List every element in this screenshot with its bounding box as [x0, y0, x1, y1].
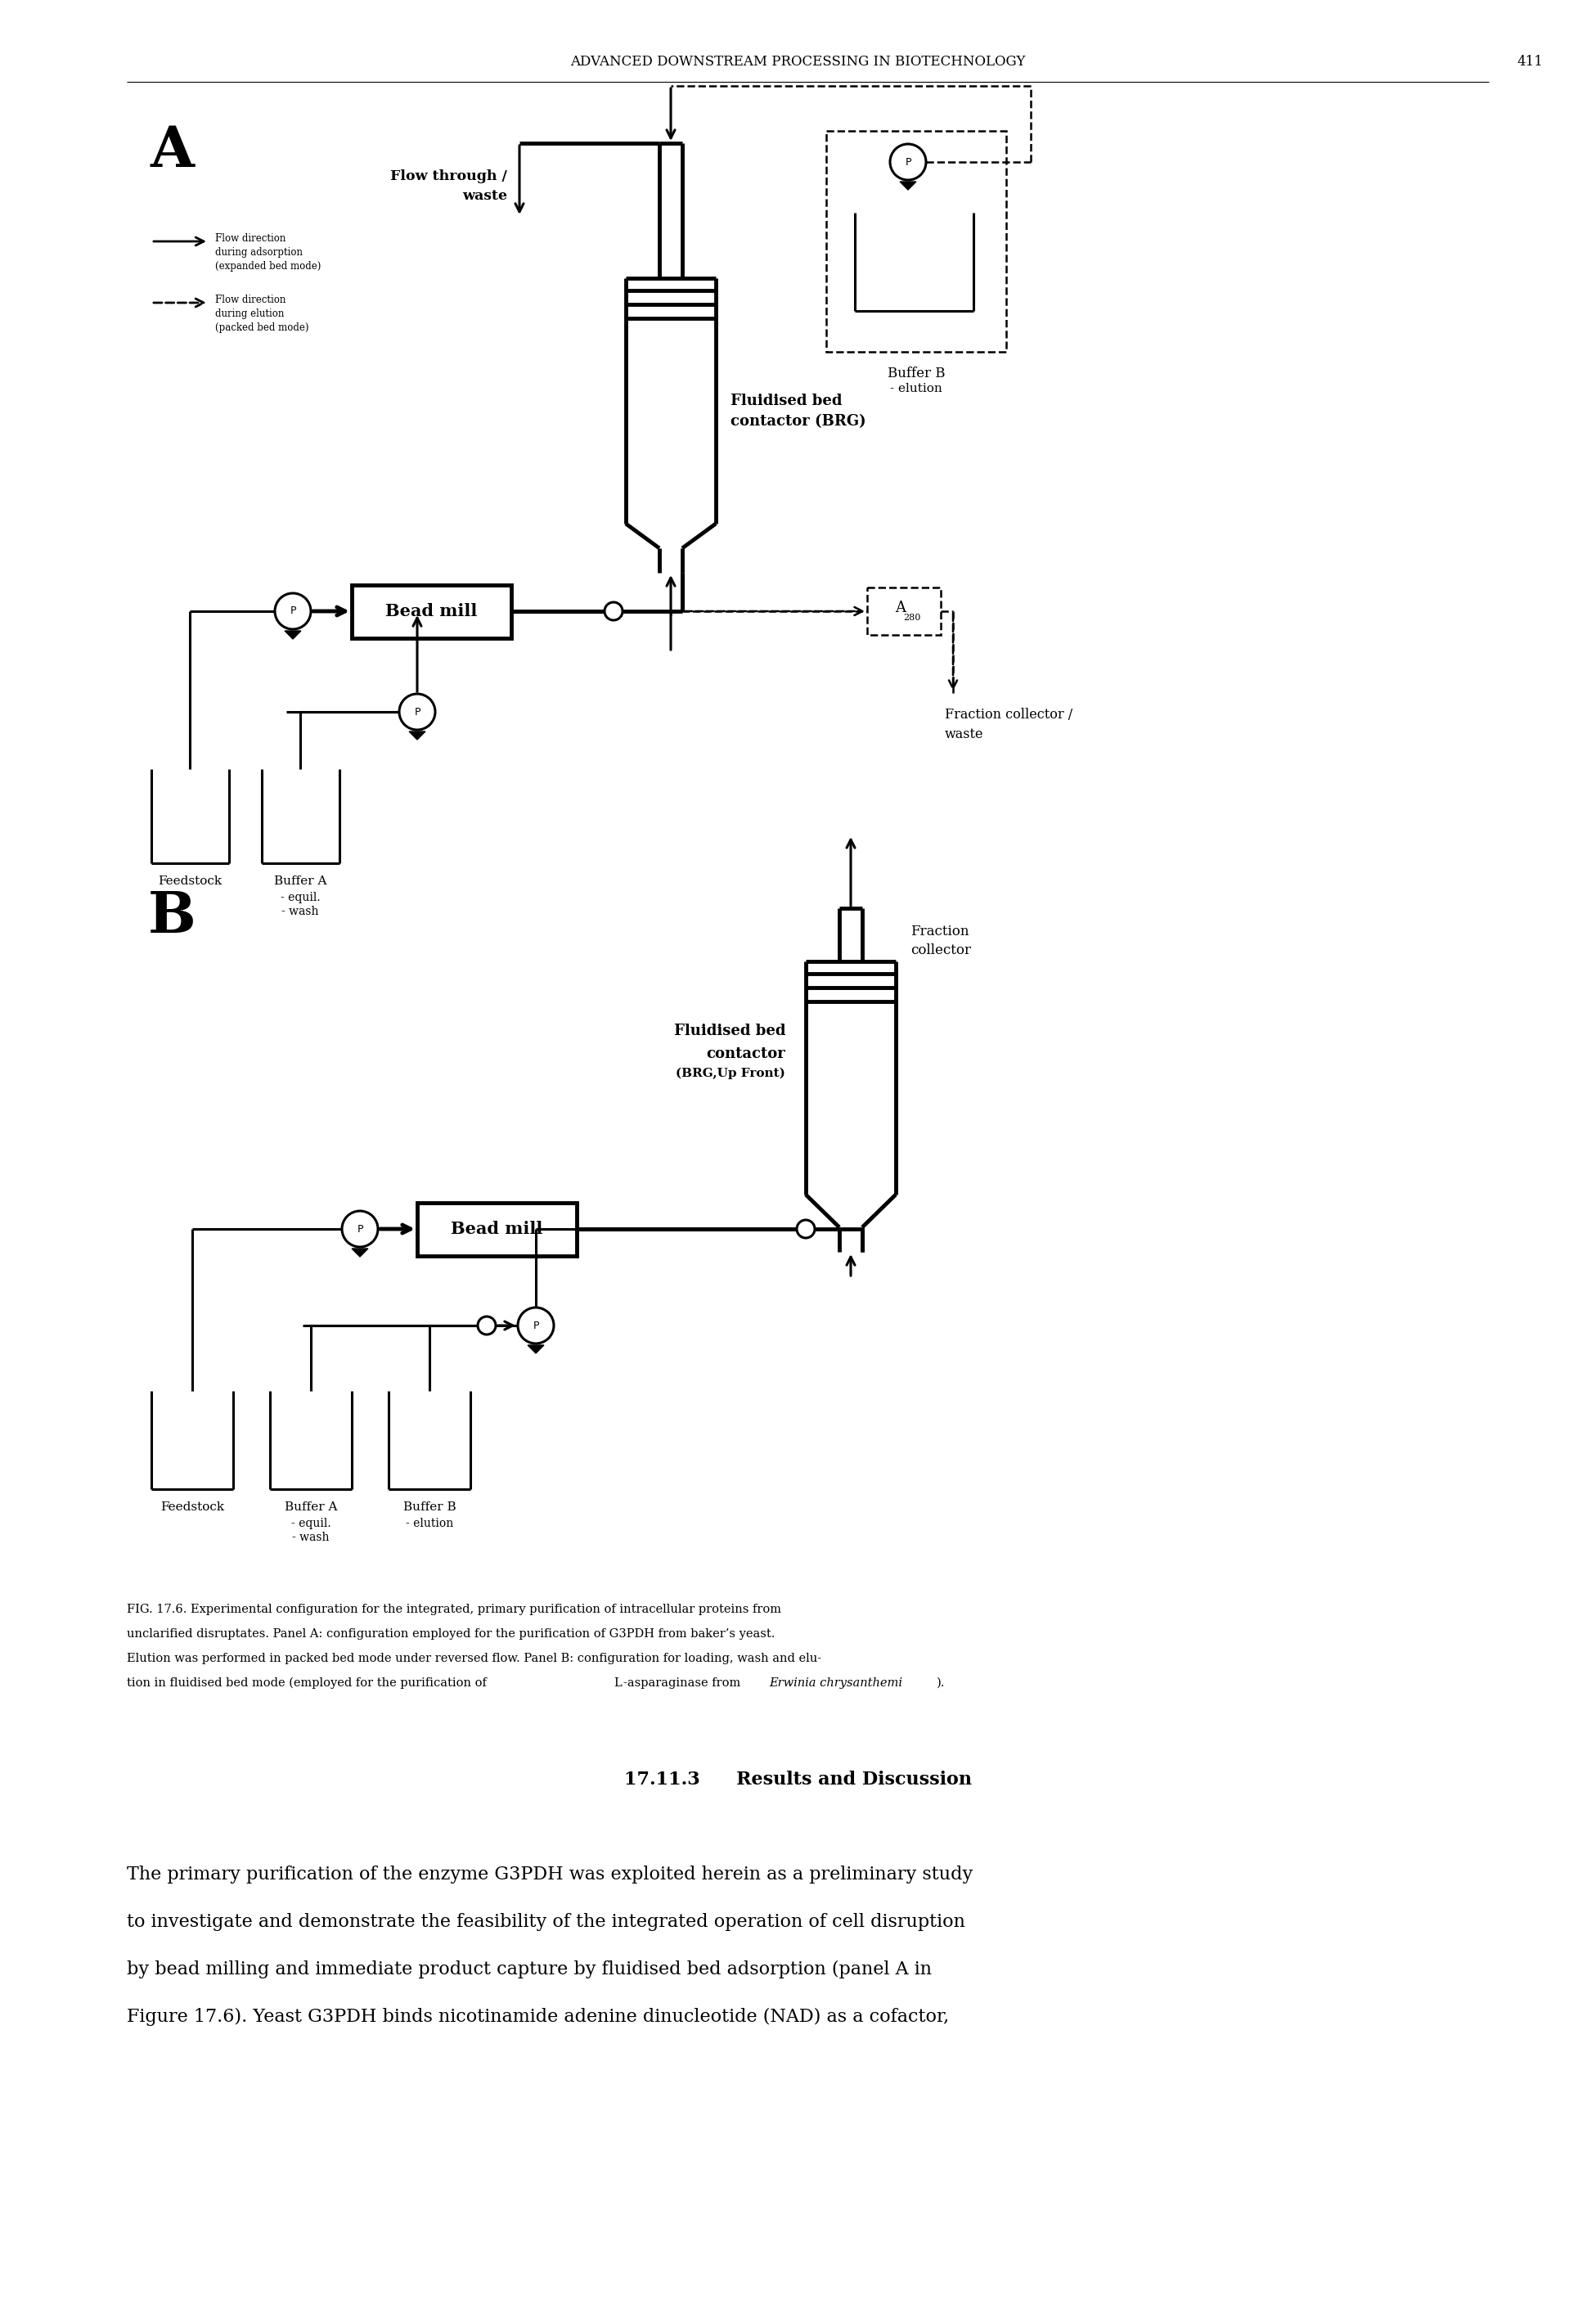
- Polygon shape: [409, 732, 425, 739]
- Text: Buffer B: Buffer B: [887, 366, 945, 380]
- Text: tion in fluidised bed mode (employed for the purification of: tion in fluidised bed mode (employed for…: [126, 1678, 490, 1690]
- Text: during elution: during elution: [215, 308, 284, 320]
- Circle shape: [399, 693, 436, 730]
- Circle shape: [477, 1317, 496, 1335]
- Text: contactor (BRG): contactor (BRG): [731, 415, 867, 429]
- Bar: [827, 130, 1005, 352]
- Text: P: P: [358, 1224, 362, 1233]
- Text: during adsorption: during adsorption: [215, 248, 303, 257]
- Circle shape: [796, 1219, 816, 1238]
- Text: Bead mill: Bead mill: [450, 1222, 543, 1238]
- Text: FIG. 17.6. Experimental configuration for the integrated, primary purification o: FIG. 17.6. Experimental configuration fo…: [126, 1604, 780, 1616]
- Text: - wash: - wash: [281, 906, 319, 918]
- Bar: [351, 584, 511, 637]
- Text: unclarified disruptates. Panel A: configuration employed for the purification of: unclarified disruptates. Panel A: config…: [126, 1627, 776, 1639]
- Text: Fluidised bed: Fluidised bed: [674, 1025, 785, 1038]
- Text: Erwinia chrysanthemi: Erwinia chrysanthemi: [769, 1678, 902, 1690]
- Text: contactor: contactor: [705, 1045, 785, 1062]
- Polygon shape: [900, 181, 916, 190]
- Text: - wash: - wash: [292, 1532, 329, 1544]
- Text: Buffer A: Buffer A: [284, 1502, 337, 1514]
- Text: A: A: [150, 123, 193, 178]
- Text: (BRG,Up Front): (BRG,Up Front): [675, 1069, 785, 1080]
- Text: L: L: [613, 1678, 621, 1690]
- Text: Feedstock: Feedstock: [160, 1502, 223, 1514]
- Text: P: P: [533, 1321, 539, 1331]
- Circle shape: [517, 1307, 554, 1344]
- Text: Feedstock: Feedstock: [158, 876, 222, 888]
- Text: Flow direction: Flow direction: [215, 234, 286, 243]
- Text: P: P: [290, 605, 295, 617]
- Text: - equil.: - equil.: [290, 1518, 330, 1530]
- Text: Fraction collector /: Fraction collector /: [945, 707, 1073, 721]
- Text: - equil.: - equil.: [281, 892, 321, 904]
- Circle shape: [275, 593, 311, 628]
- Text: - elution: - elution: [405, 1518, 453, 1530]
- Text: waste: waste: [945, 728, 983, 742]
- Text: collector: collector: [910, 943, 970, 957]
- Text: waste: waste: [463, 190, 508, 204]
- Text: Buffer A: Buffer A: [275, 876, 327, 888]
- Bar: [867, 586, 940, 635]
- Text: - elution: - elution: [891, 382, 942, 394]
- Text: 17.11.3  Results and Discussion: 17.11.3 Results and Discussion: [624, 1771, 972, 1789]
- Text: Buffer B: Buffer B: [404, 1502, 456, 1514]
- Text: A: A: [895, 600, 907, 614]
- Text: P: P: [413, 707, 420, 716]
- Circle shape: [342, 1210, 378, 1247]
- Text: Flow through /: Flow through /: [391, 169, 508, 183]
- Text: Bead mill: Bead mill: [385, 603, 477, 619]
- Text: ADVANCED DOWNSTREAM PROCESSING IN BIOTECHNOLOGY: ADVANCED DOWNSTREAM PROCESSING IN BIOTEC…: [570, 53, 1025, 67]
- Text: 280: 280: [903, 614, 921, 621]
- Circle shape: [605, 603, 622, 621]
- Circle shape: [891, 144, 926, 181]
- Bar: [417, 1203, 576, 1256]
- Polygon shape: [284, 630, 302, 640]
- Text: Fluidised bed: Fluidised bed: [731, 394, 843, 408]
- Text: to investigate and demonstrate the feasibility of the integrated operation of ce: to investigate and demonstrate the feasi…: [126, 1912, 966, 1931]
- Text: Elution was performed in packed bed mode under reversed flow. Panel B: configura: Elution was performed in packed bed mode…: [126, 1653, 822, 1664]
- Text: -asparaginase from: -asparaginase from: [624, 1678, 744, 1690]
- Text: The primary purification of the enzyme G3PDH was exploited herein as a prelimina: The primary purification of the enzyme G…: [126, 1866, 974, 1885]
- Text: ).: ).: [937, 1678, 945, 1690]
- Text: Flow direction: Flow direction: [215, 294, 286, 306]
- Text: Figure 17.6). Yeast G3PDH binds nicotinamide adenine dinucleotide (NAD) as a cof: Figure 17.6). Yeast G3PDH binds nicotina…: [126, 2007, 950, 2026]
- Text: Fraction: Fraction: [910, 925, 969, 939]
- Text: B: B: [148, 890, 196, 943]
- Polygon shape: [528, 1344, 544, 1354]
- Text: (packed bed mode): (packed bed mode): [215, 322, 308, 334]
- Text: 411: 411: [1516, 53, 1543, 67]
- Polygon shape: [351, 1249, 369, 1256]
- Text: by bead milling and immediate product capture by fluidised bed adsorption (panel: by bead milling and immediate product ca…: [126, 1961, 932, 1980]
- Text: (expanded bed mode): (expanded bed mode): [215, 262, 321, 271]
- Text: P: P: [905, 158, 911, 167]
